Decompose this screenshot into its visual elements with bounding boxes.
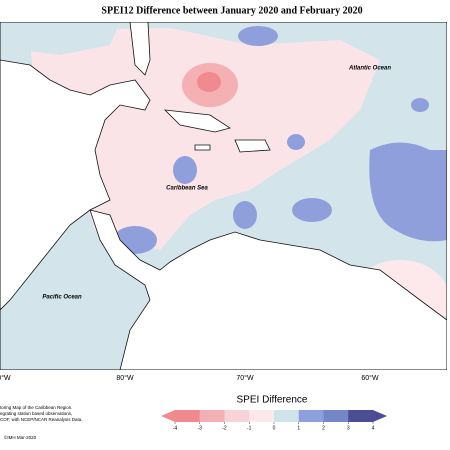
positive-spot (287, 134, 305, 150)
legend-swatch (298, 410, 324, 422)
land (163, 109, 231, 133)
legend-swatch (224, 410, 250, 422)
longitude-label: 90°W (0, 374, 11, 382)
legend-swatch (249, 410, 275, 422)
positive-spot (233, 201, 257, 229)
legend-tick-label: 2 (322, 425, 325, 431)
footnote: toring Map of the Caribbean Region. (0, 405, 73, 410)
sea-label: Caribbean Sea (166, 186, 208, 192)
blue-area (0, 22, 120, 60)
land (89, 209, 447, 370)
map-title: SPEI12 Difference between January 2020 a… (101, 5, 362, 16)
legend-swatch (274, 410, 300, 422)
land (0, 59, 151, 311)
longitude-label: 60°W (361, 374, 379, 382)
ocean-label: Pacific Ocean (42, 295, 82, 301)
legend-tick-label: 3 (347, 425, 350, 431)
positive-spot (411, 98, 429, 112)
legend-swatch (348, 410, 374, 422)
legend-arrow (373, 410, 387, 422)
legend-tick-label: -2 (222, 425, 227, 431)
positive-spot (292, 198, 332, 222)
legend: -4 -3 -2 -1 0 1 2 3 4 (161, 410, 387, 431)
footnote: COF, with NCEP/NCAR Reanalysis Data. (0, 417, 83, 422)
ocean-label: Atlantic Ocean (348, 66, 391, 72)
legend-swatch (175, 410, 201, 422)
legend-swatch (199, 410, 225, 422)
legend-title: SPEI Difference (237, 395, 308, 406)
positive-spot (238, 26, 278, 46)
positive-spot (369, 142, 447, 242)
legend-tick-label: -1 (247, 425, 252, 431)
map: Atlantic Ocean Caribbean Sea Pacific Oce… (0, 22, 447, 382)
legend-arrow (161, 410, 175, 422)
positive-spot (173, 156, 197, 184)
legend-tick-label: -4 (173, 425, 178, 431)
legend-tick-label: -3 (198, 425, 203, 431)
longitude-label: 70°W (236, 374, 254, 382)
land (194, 144, 211, 151)
legend-tick-label: 0 (273, 425, 276, 431)
legend-tick-label: 4 (372, 425, 375, 431)
footnote: ©IMH Mar-2020 (4, 434, 37, 440)
footnote: egrating station based observations, (0, 411, 72, 416)
legend-swatch (323, 410, 349, 422)
longitude-label: 80°W (116, 374, 134, 382)
land (234, 139, 271, 153)
legend-tick-label: 1 (297, 425, 300, 431)
land (129, 22, 151, 76)
negative-spot (197, 72, 221, 92)
